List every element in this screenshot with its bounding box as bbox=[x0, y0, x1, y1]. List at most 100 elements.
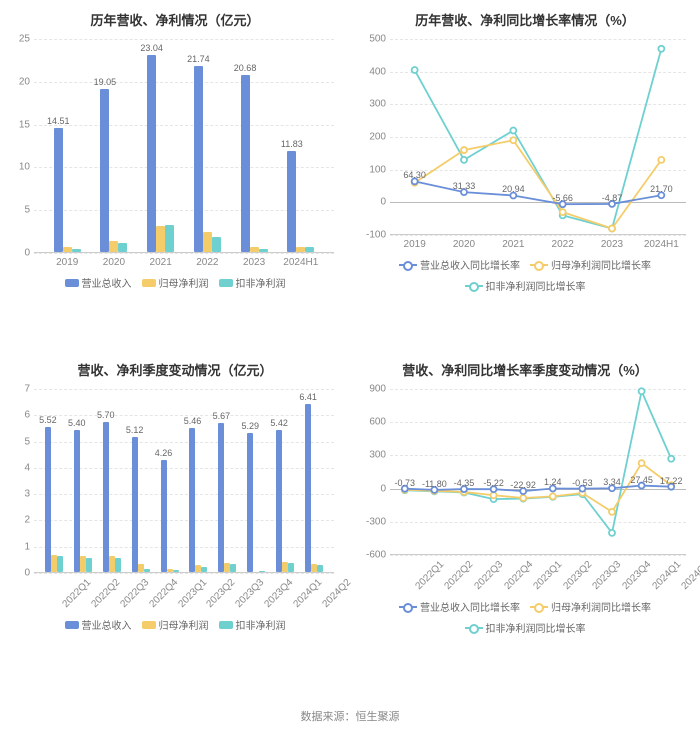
x-tick: 2022Q2 bbox=[89, 577, 122, 610]
legend-parent-q: 归母净利润 bbox=[142, 617, 209, 632]
point-label: -4.35 bbox=[454, 478, 475, 488]
bar-value-label: 19.05 bbox=[94, 77, 117, 87]
panel-annual-line: 历年营收、净利同比增长率情况（%） -100010020030040050020… bbox=[350, 0, 700, 350]
bar-rev bbox=[305, 404, 311, 572]
panel-quarterly-bar: 营收、净利季度变动情况（亿元） 012345675.522022Q15.4020… bbox=[0, 350, 350, 700]
panel2-chart: -100010020030040050020192020202120222023… bbox=[356, 33, 694, 255]
legend-rev: 营业总收入 bbox=[65, 275, 132, 290]
point-nonrec bbox=[461, 157, 467, 163]
bar-rev bbox=[287, 151, 296, 252]
x-tick: 2023Q1 bbox=[176, 577, 209, 610]
bar-parent bbox=[80, 556, 86, 572]
panel-quarterly-line: 营收、净利同比增长率季度变动情况（%） -600-300030060090020… bbox=[350, 350, 700, 700]
panel4-title: 营收、净利同比增长率季度变动情况（%） bbox=[356, 360, 694, 379]
point-parent bbox=[550, 493, 556, 499]
point-parent bbox=[609, 509, 615, 515]
bar-value-label: 14.51 bbox=[47, 116, 70, 126]
bar-rev bbox=[147, 55, 156, 252]
bar-value-label: 5.42 bbox=[270, 418, 288, 428]
bar-rev bbox=[103, 422, 109, 572]
point-parent bbox=[639, 460, 645, 466]
legend-line-parent: 归母净利润同比增长率 bbox=[530, 257, 651, 272]
panel4-chart: -600-30003006009002022Q12022Q22022Q32022… bbox=[356, 383, 694, 597]
legend-rev-q: 营业总收入 bbox=[65, 617, 132, 632]
bar-value-label: 20.68 bbox=[234, 63, 257, 73]
bar-nonrec bbox=[173, 570, 179, 572]
x-tick: 2023Q4 bbox=[263, 577, 296, 610]
legend-line-nonrec-q: 扣非净利润同比增长率 bbox=[465, 620, 586, 635]
bar-rev bbox=[54, 128, 63, 252]
point-label: 21.70 bbox=[650, 184, 673, 194]
bar-parent bbox=[109, 241, 118, 252]
point-label: -11.80 bbox=[422, 479, 447, 489]
point-nonrec bbox=[658, 46, 664, 52]
bar-nonrec bbox=[115, 558, 121, 572]
point-label: -5.22 bbox=[483, 478, 504, 488]
bar-nonrec bbox=[72, 249, 81, 252]
x-tick: 2024Q2 bbox=[321, 577, 354, 610]
x-tick: 2022Q2 bbox=[443, 559, 476, 592]
bar-nonrec bbox=[212, 237, 221, 252]
point-nonrec bbox=[412, 67, 418, 73]
panel1-title: 历年营收、净利情况（亿元） bbox=[6, 10, 344, 29]
bar-value-label: 5.29 bbox=[242, 421, 260, 431]
bar-value-label: 21.74 bbox=[187, 54, 210, 64]
point-label: 3.34 bbox=[603, 477, 621, 487]
point-parent bbox=[658, 157, 664, 163]
point-label: -0.53 bbox=[572, 478, 593, 488]
bar-value-label: 5.40 bbox=[68, 418, 86, 428]
bar-nonrec bbox=[305, 247, 314, 252]
bar-parent bbox=[203, 232, 212, 252]
panel3-chart: 012345675.522022Q15.402022Q25.702022Q35.… bbox=[6, 383, 344, 615]
bar-nonrec bbox=[118, 243, 127, 252]
bar-rev bbox=[241, 75, 250, 252]
bar-nonrec bbox=[144, 569, 150, 572]
bar-rev bbox=[194, 66, 203, 252]
bar-rev bbox=[218, 423, 224, 572]
point-nonrec bbox=[668, 456, 674, 462]
panel1-chart: 051015202514.51201919.05202023.04202121.… bbox=[6, 33, 344, 273]
x-tick: 2022Q4 bbox=[147, 577, 180, 610]
x-tick: 2022 bbox=[196, 257, 218, 268]
x-tick: 2023Q4 bbox=[620, 559, 653, 592]
x-tick: 2019 bbox=[56, 257, 78, 268]
x-tick: 2022Q1 bbox=[60, 577, 93, 610]
legend-line-rev: 营业总收入同比增长率 bbox=[399, 257, 520, 272]
bar-value-label: 5.67 bbox=[213, 411, 231, 421]
data-source-footer: 数据来源：恒生聚源 bbox=[0, 700, 700, 734]
x-tick: 2024Q2 bbox=[680, 559, 700, 592]
legend-nonrec: 扣非净利润 bbox=[219, 275, 286, 290]
point-parent bbox=[461, 147, 467, 153]
bar-value-label: 5.70 bbox=[97, 410, 115, 420]
bar-parent bbox=[250, 247, 259, 252]
point-label: -4.87 bbox=[602, 193, 623, 203]
bar-nonrec bbox=[57, 556, 63, 572]
bar-parent bbox=[156, 226, 165, 252]
bar-value-label: 5.52 bbox=[39, 415, 57, 425]
panel2-title: 历年营收、净利同比增长率情况（%） bbox=[356, 10, 694, 29]
legend-nonrec-q: 扣非净利润 bbox=[219, 617, 286, 632]
point-parent bbox=[491, 492, 497, 498]
point-parent bbox=[609, 225, 615, 231]
point-nonrec bbox=[639, 388, 645, 394]
bar-nonrec bbox=[259, 571, 265, 572]
bar-nonrec bbox=[230, 564, 236, 572]
point-label: 17.22 bbox=[660, 476, 683, 486]
bar-rev bbox=[161, 460, 167, 572]
legend-line-rev-q: 营业总收入同比增长率 bbox=[399, 599, 520, 614]
x-tick: 2023Q3 bbox=[591, 559, 624, 592]
panel2-legend: 营业总收入同比增长率 归母净利润同比增长率 扣非净利润同比增长率 bbox=[356, 257, 694, 293]
point-label: -0.73 bbox=[395, 478, 416, 488]
point-label: 20.94 bbox=[502, 184, 525, 194]
x-tick: 2019 bbox=[404, 239, 426, 250]
bar-rev bbox=[74, 430, 80, 572]
bar-nonrec bbox=[288, 563, 294, 572]
panel3-legend: 营业总收入 归母净利润 扣非净利润 bbox=[6, 617, 344, 632]
bar-value-label: 23.04 bbox=[140, 43, 163, 53]
bar-parent bbox=[63, 247, 72, 252]
bar-parent bbox=[167, 569, 173, 572]
bar-value-label: 11.83 bbox=[281, 139, 303, 149]
x-tick: 2021 bbox=[502, 239, 524, 250]
x-tick: 2023 bbox=[601, 239, 623, 250]
bar-nonrec bbox=[317, 565, 323, 572]
